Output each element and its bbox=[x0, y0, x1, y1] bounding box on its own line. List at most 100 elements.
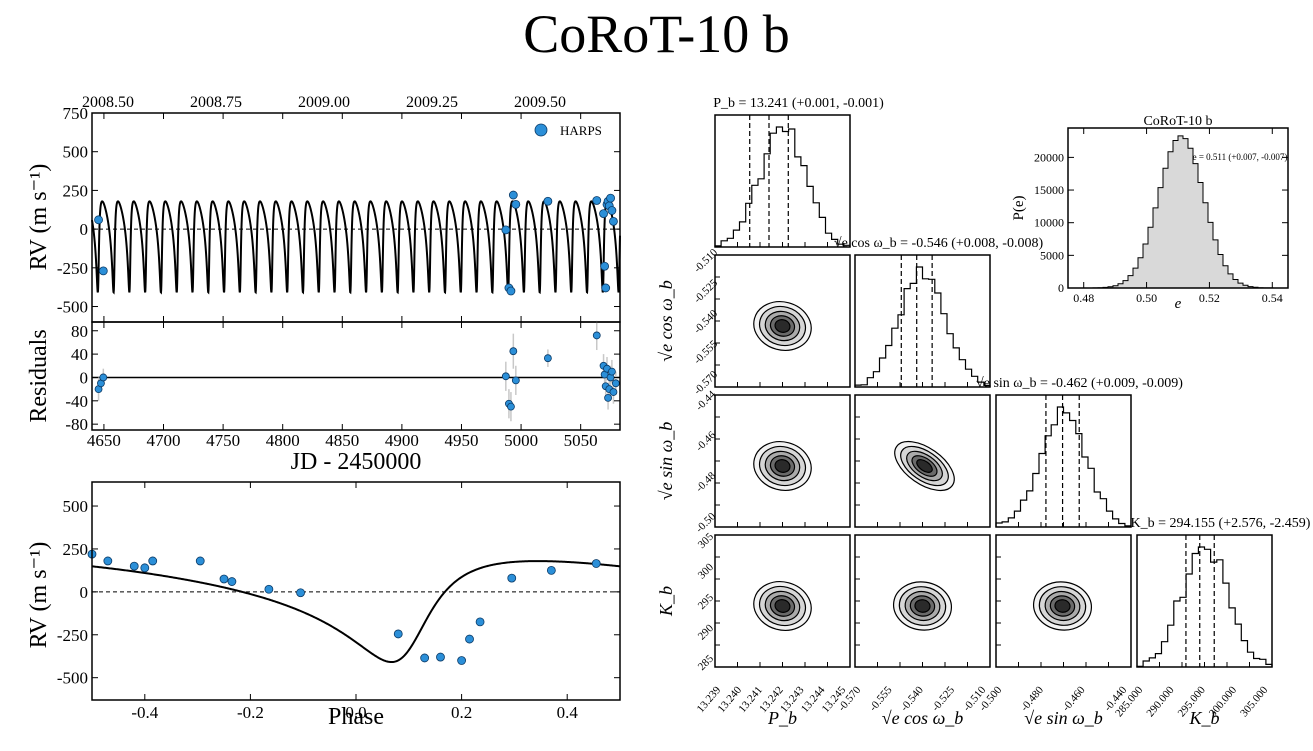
legend-marker bbox=[534, 123, 548, 137]
data-point bbox=[103, 556, 113, 566]
contour bbox=[774, 459, 791, 473]
data-point bbox=[148, 556, 158, 566]
x-tick-label: 0.0 bbox=[345, 703, 366, 722]
corner-y-tick-label: 295 bbox=[696, 591, 717, 612]
corner-x-tick-label: 305.000 bbox=[1238, 684, 1270, 719]
top-axis-label: 2009.25 bbox=[406, 94, 458, 111]
corner-hist-0: P_b = 13.241 (+0.001, -0.001) bbox=[713, 96, 884, 248]
y-tick-label: -500 bbox=[57, 298, 88, 317]
x-tick-label: 0.54 bbox=[1262, 291, 1283, 305]
rv-phase-frame bbox=[91, 481, 621, 701]
hist-steps bbox=[995, 406, 1132, 527]
data-point bbox=[140, 563, 150, 573]
x-tick-label: 0.50 bbox=[1136, 291, 1157, 305]
param-title: K_b = 294.155 (+2.576, -2.459) bbox=[1131, 516, 1311, 531]
ecc-annotation: e = 0.511 (+0.007, -0.007) bbox=[1193, 152, 1288, 162]
corner-2d-1-0 bbox=[714, 254, 851, 388]
contour bbox=[1054, 599, 1071, 613]
corner-2d-3-0 bbox=[714, 534, 851, 668]
residual-point bbox=[607, 367, 616, 376]
residuals-panel: -80 -40 0 40 80 4650 4700 4750 4800 4850 4900 4950 5… bbox=[26, 320, 620, 475]
x-tick-label: 5050 bbox=[564, 431, 598, 450]
page-title: CoRoT-10 b bbox=[523, 4, 790, 64]
data-point bbox=[600, 261, 610, 271]
y-tick-label: 250 bbox=[63, 540, 89, 559]
data-point bbox=[599, 209, 608, 219]
residual-point bbox=[509, 347, 518, 356]
y-tick-label: 250 bbox=[63, 181, 89, 200]
y-tick-label: -500 bbox=[57, 669, 88, 688]
x-axis-label: Phase bbox=[328, 704, 384, 730]
hist-frame bbox=[995, 394, 1132, 528]
ecc-histogram bbox=[1068, 135, 1288, 289]
model-curve bbox=[91, 560, 621, 664]
corner-2d-2-1 bbox=[854, 394, 991, 528]
y-axis-label: RV (m s⁻¹) bbox=[26, 164, 52, 271]
data-point bbox=[475, 617, 485, 627]
corner-y-axis-label: √e cos ω_b bbox=[656, 280, 676, 362]
residual-point bbox=[543, 354, 552, 363]
corner-y-tick-label: 290 bbox=[696, 622, 717, 643]
y-tick-label: -80 bbox=[65, 415, 88, 434]
y-tick-label: 5000 bbox=[1040, 248, 1064, 262]
hist-steps bbox=[1136, 546, 1273, 667]
corner-hist-3: K_b = 294.155 (+2.576, -2.459) bbox=[1131, 516, 1311, 668]
residual-point bbox=[604, 393, 612, 402]
x-tick-label: 4750 bbox=[206, 431, 240, 450]
x-axis-label: e bbox=[1175, 296, 1182, 312]
data-point bbox=[508, 190, 518, 200]
y-tick-label: 10000 bbox=[1034, 216, 1064, 230]
data-point bbox=[393, 629, 403, 639]
y-tick-label: 0 bbox=[80, 583, 89, 602]
data-point bbox=[457, 656, 467, 665]
model-curve bbox=[91, 200, 621, 295]
x-tick-label: 0.2 bbox=[451, 703, 472, 722]
contour bbox=[914, 599, 931, 613]
data-point bbox=[129, 561, 139, 571]
y-tick-label: 750 bbox=[63, 104, 89, 123]
corner-y-tick-label: 285 bbox=[696, 652, 717, 673]
hist-frame bbox=[714, 114, 851, 248]
x-tick-label: 0.52 bbox=[1199, 291, 1220, 305]
top-axis-label: 2008.50 bbox=[82, 94, 134, 111]
corner-hist-2: √e sin ω_b = -0.462 (+0.009, -0.009) bbox=[976, 376, 1183, 528]
contour bbox=[774, 599, 791, 613]
param-title: P_b = 13.241 (+0.001, -0.001) bbox=[713, 96, 884, 111]
residual-point bbox=[611, 379, 620, 388]
data-point bbox=[506, 286, 516, 296]
data-point bbox=[607, 206, 617, 215]
data-point bbox=[219, 574, 229, 584]
data-point bbox=[465, 634, 474, 644]
y-tick-label: -40 bbox=[65, 392, 88, 411]
data-point bbox=[609, 216, 618, 226]
x-axis-label: JD - 2450000 bbox=[291, 449, 422, 475]
residual-point bbox=[592, 331, 601, 340]
data-point bbox=[436, 652, 445, 662]
y-axis-label: Residuals bbox=[26, 329, 52, 422]
data-point bbox=[507, 573, 517, 583]
data-point bbox=[546, 566, 556, 575]
corner-y-axis-label: K_b bbox=[656, 586, 676, 617]
residual-point bbox=[609, 388, 618, 396]
corner-y-tick-label: 305 bbox=[696, 530, 717, 551]
corner-x-axis-label: √e sin ω_b bbox=[1024, 708, 1103, 728]
residual-point bbox=[99, 373, 108, 382]
x-tick-label: 4950 bbox=[444, 431, 478, 450]
y-tick-label: 0 bbox=[1058, 281, 1064, 295]
corner-hist-1: √e cos ω_b = -0.546 (+0.008, -0.008) bbox=[834, 236, 1044, 388]
data-point bbox=[227, 577, 237, 586]
hist-steps bbox=[714, 126, 851, 247]
y-tick-label: 40 bbox=[71, 345, 88, 364]
y-tick-label: 0 bbox=[80, 368, 89, 387]
residual-point bbox=[501, 372, 510, 381]
data-point bbox=[94, 215, 103, 225]
y-tick-label: 20000 bbox=[1034, 150, 1064, 164]
rv-phase-panel: -500 -250 0 250 500 -0.4 -0.2 0.0 0.2 0.4 RV (m s⁻… bbox=[26, 497, 621, 730]
hist-frame bbox=[1136, 534, 1273, 668]
param-title: √e cos ω_b = -0.546 (+0.008, -0.008) bbox=[834, 236, 1044, 251]
top-axis-label: 2009.50 bbox=[514, 94, 566, 111]
y-tick-label: 500 bbox=[63, 143, 89, 162]
corner-2d-3-2 bbox=[995, 534, 1132, 668]
data-point bbox=[195, 556, 205, 566]
